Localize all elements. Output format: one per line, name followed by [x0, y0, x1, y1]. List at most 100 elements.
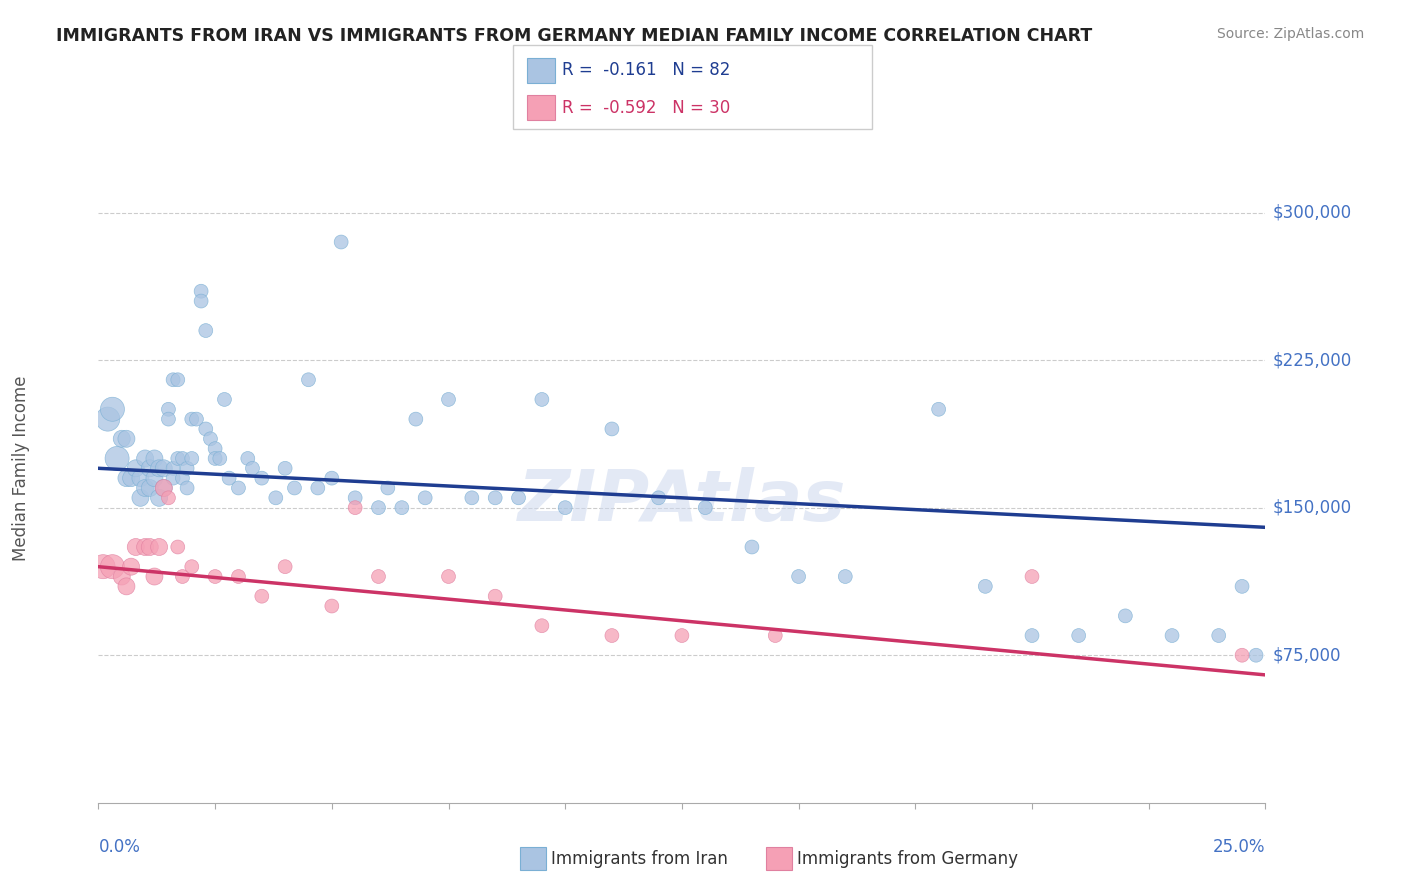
Point: [321, 471, 343, 485]
Point: [1161, 628, 1184, 642]
Point: [1244, 648, 1267, 663]
Point: [405, 412, 427, 426]
Point: [101, 559, 124, 574]
Text: $225,000: $225,000: [1272, 351, 1351, 369]
Point: [101, 402, 124, 417]
Point: [180, 451, 202, 466]
Point: [530, 392, 553, 407]
Point: [242, 461, 264, 475]
Point: [1114, 608, 1136, 623]
Point: [143, 471, 166, 485]
Point: [148, 540, 170, 554]
Point: [143, 569, 166, 583]
Point: [111, 569, 134, 583]
Point: [391, 500, 413, 515]
Point: [834, 569, 856, 583]
Text: 25.0%: 25.0%: [1213, 838, 1265, 856]
Point: [129, 491, 152, 505]
Point: [166, 540, 188, 554]
Point: [330, 235, 353, 249]
Point: [139, 461, 162, 475]
Point: [190, 294, 212, 309]
Point: [115, 471, 138, 485]
Point: [484, 491, 506, 505]
Point: [283, 481, 305, 495]
Point: [367, 500, 389, 515]
Point: [115, 579, 138, 593]
Point: [250, 471, 273, 485]
Point: [120, 559, 142, 574]
Point: [600, 628, 623, 642]
Text: IMMIGRANTS FROM IRAN VS IMMIGRANTS FROM GERMANY MEDIAN FAMILY INCOME CORRELATION: IMMIGRANTS FROM IRAN VS IMMIGRANTS FROM …: [56, 27, 1092, 45]
Point: [647, 491, 669, 505]
Point: [172, 471, 194, 485]
Point: [204, 442, 226, 456]
Point: [194, 422, 217, 436]
Point: [1230, 648, 1253, 663]
Point: [214, 392, 236, 407]
Point: [120, 471, 142, 485]
Point: [1021, 628, 1043, 642]
Text: ZIPAtlas: ZIPAtlas: [517, 467, 846, 536]
Point: [208, 451, 231, 466]
Text: $300,000: $300,000: [1272, 203, 1351, 221]
Point: [162, 461, 184, 475]
Point: [274, 559, 297, 574]
Point: [194, 324, 217, 338]
Point: [186, 412, 208, 426]
Text: Immigrants from Iran: Immigrants from Iran: [551, 849, 728, 868]
Point: [172, 569, 194, 583]
Text: 0.0%: 0.0%: [98, 838, 141, 856]
Text: $150,000: $150,000: [1272, 499, 1351, 516]
Point: [125, 461, 148, 475]
Point: [344, 500, 367, 515]
Point: [204, 451, 226, 466]
Point: [105, 451, 128, 466]
Point: [176, 461, 198, 475]
Point: [152, 481, 174, 495]
Point: [134, 540, 156, 554]
Point: [143, 451, 166, 466]
Point: [377, 481, 399, 495]
Point: [250, 589, 273, 603]
Point: [180, 412, 202, 426]
Point: [228, 481, 250, 495]
Point: [787, 569, 810, 583]
Point: [157, 412, 180, 426]
Point: [218, 471, 240, 485]
Point: [157, 491, 180, 505]
Text: R =  -0.161   N = 82: R = -0.161 N = 82: [562, 62, 731, 79]
Point: [928, 402, 950, 417]
Point: [166, 373, 188, 387]
Point: [162, 471, 184, 485]
Point: [152, 461, 174, 475]
Point: [236, 451, 259, 466]
Point: [508, 491, 530, 505]
Point: [1021, 569, 1043, 583]
Point: [152, 481, 174, 495]
Text: $75,000: $75,000: [1272, 646, 1341, 665]
Point: [297, 373, 319, 387]
Point: [1230, 579, 1253, 593]
Point: [148, 491, 170, 505]
Point: [274, 461, 297, 475]
Point: [180, 559, 202, 574]
Point: [484, 589, 506, 603]
Point: [264, 491, 287, 505]
Point: [204, 569, 226, 583]
Text: R =  -0.592   N = 30: R = -0.592 N = 30: [562, 99, 731, 117]
Point: [190, 284, 212, 298]
Text: Source: ZipAtlas.com: Source: ZipAtlas.com: [1216, 27, 1364, 41]
Point: [437, 569, 460, 583]
Point: [437, 392, 460, 407]
Point: [1067, 628, 1090, 642]
Point: [134, 451, 156, 466]
Point: [148, 461, 170, 475]
Point: [307, 481, 329, 495]
Point: [321, 599, 343, 613]
Point: [91, 559, 114, 574]
Point: [554, 500, 576, 515]
Point: [162, 373, 184, 387]
Point: [115, 432, 138, 446]
Point: [763, 628, 786, 642]
